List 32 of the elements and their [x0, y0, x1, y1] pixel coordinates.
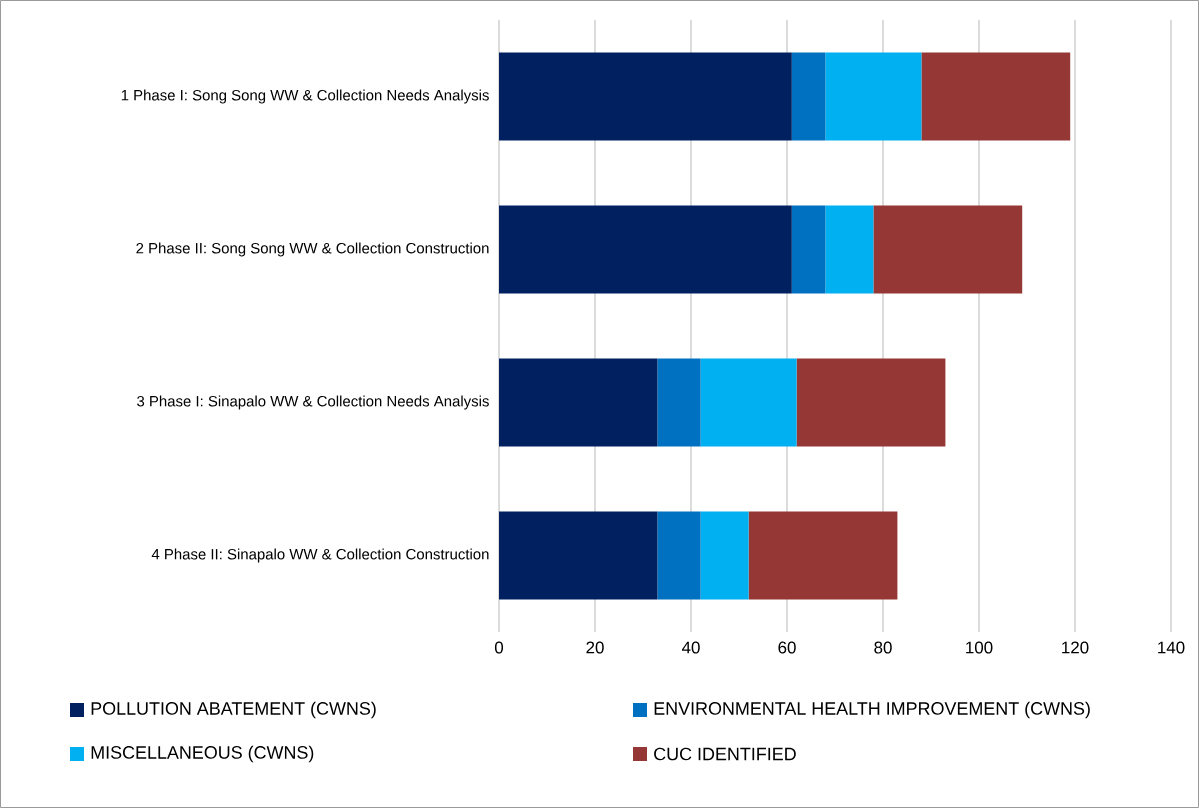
bar [825, 52, 922, 141]
bar [499, 52, 792, 141]
x-tick-label: 140 [1158, 641, 1185, 654]
bar [657, 358, 701, 447]
bar [657, 511, 701, 600]
bar [825, 205, 874, 294]
bar [499, 205, 792, 294]
y-tick-label: 3 Phase I: Sinapalo WW & Collection Needs Analysis [137, 395, 489, 410]
legend-label: ENVIRONMENTAL HEALTH IMPROVEMENT (CWNS) [654, 701, 1090, 719]
x-tick-label: 120 [1062, 641, 1089, 654]
legend-label: POLLUTION ABATEMENT (CWNS) [91, 701, 376, 719]
bar [791, 52, 826, 141]
legend-label: CUC IDENTIFIED [654, 747, 796, 761]
legend-label: MISCELLANEOUS (CWNS) [91, 745, 314, 763]
x-tick-label: 20 [586, 641, 604, 654]
bar [873, 205, 1023, 294]
bar [796, 358, 946, 447]
y-tick-label: 2 Phase II: Song Song WW & Collection Construction [136, 242, 489, 257]
bar [748, 511, 898, 600]
bar [921, 52, 1071, 141]
x-tick-label: 80 [874, 641, 892, 654]
x-tick-label: 0 [494, 641, 504, 654]
y-tick-label: 1 Phase I: Song Song WW & Collection Needs Analysis [121, 89, 489, 104]
bar [499, 511, 658, 600]
bar [791, 205, 826, 294]
x-tick-label: 40 [681, 641, 700, 654]
bar [700, 358, 797, 447]
x-tick-label: 100 [966, 641, 993, 654]
bar [700, 511, 749, 600]
bar [499, 358, 658, 447]
y-tick-label: 4 Phase II: Sinapalo WW & Collection Construction [151, 548, 489, 563]
x-tick-label: 60 [778, 641, 796, 654]
